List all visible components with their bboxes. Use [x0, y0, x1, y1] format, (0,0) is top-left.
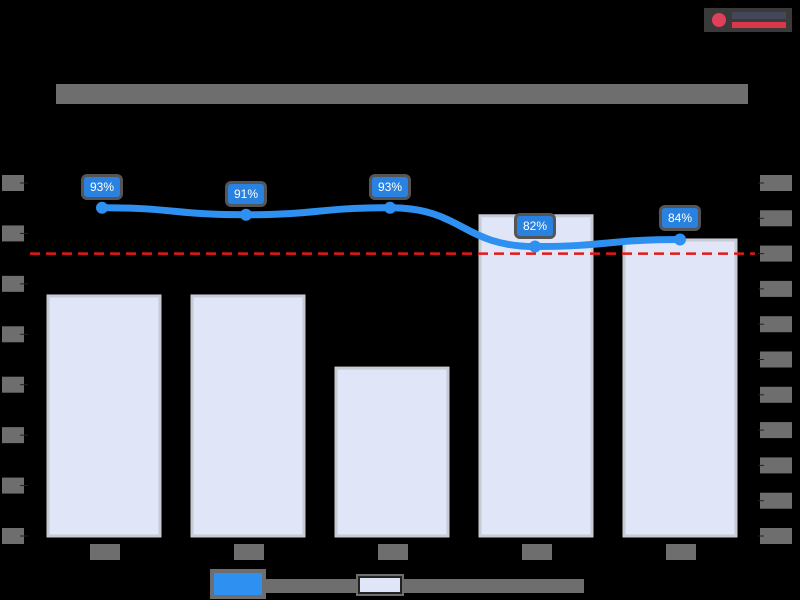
x-tick-label [378, 544, 408, 560]
right-tick-label [760, 493, 792, 509]
x-tick-label [666, 544, 696, 560]
x-tick-label [90, 544, 120, 560]
line-point [240, 209, 252, 221]
line-point [529, 241, 541, 253]
x-axis-labels [90, 544, 696, 560]
right-tick-label [760, 387, 792, 403]
right-tick-label [760, 246, 792, 262]
bar-series [44, 216, 740, 542]
right-tick-label [760, 352, 792, 368]
right-tick-label [760, 281, 792, 297]
legend-line-label [266, 579, 362, 593]
data-label: 84% [662, 208, 698, 228]
x-tick-label [234, 544, 264, 560]
bar [192, 296, 304, 536]
right-tick-label [760, 528, 792, 544]
right-tick-label [760, 422, 792, 438]
line-point [96, 202, 108, 214]
line-point [384, 202, 396, 214]
right-tick-label [760, 457, 792, 473]
legend-bar-swatch [358, 576, 402, 594]
legend-bar-label [404, 579, 584, 593]
data-label: 82% [517, 216, 553, 236]
chart-plot-area [0, 0, 800, 600]
data-label: 93% [84, 177, 120, 197]
bar [624, 240, 736, 536]
right-tick-label [760, 175, 792, 191]
bar [480, 216, 592, 536]
line-point [674, 233, 686, 245]
right-tick-label [760, 316, 792, 332]
legend-line-swatch [214, 573, 262, 595]
x-tick-label [522, 544, 552, 560]
data-label: 91% [228, 184, 264, 204]
bar [336, 368, 448, 536]
right-tick-label [760, 210, 792, 226]
data-label: 93% [372, 177, 408, 197]
bar [48, 296, 160, 536]
right-axis [758, 175, 792, 544]
left-axis [2, 175, 28, 544]
